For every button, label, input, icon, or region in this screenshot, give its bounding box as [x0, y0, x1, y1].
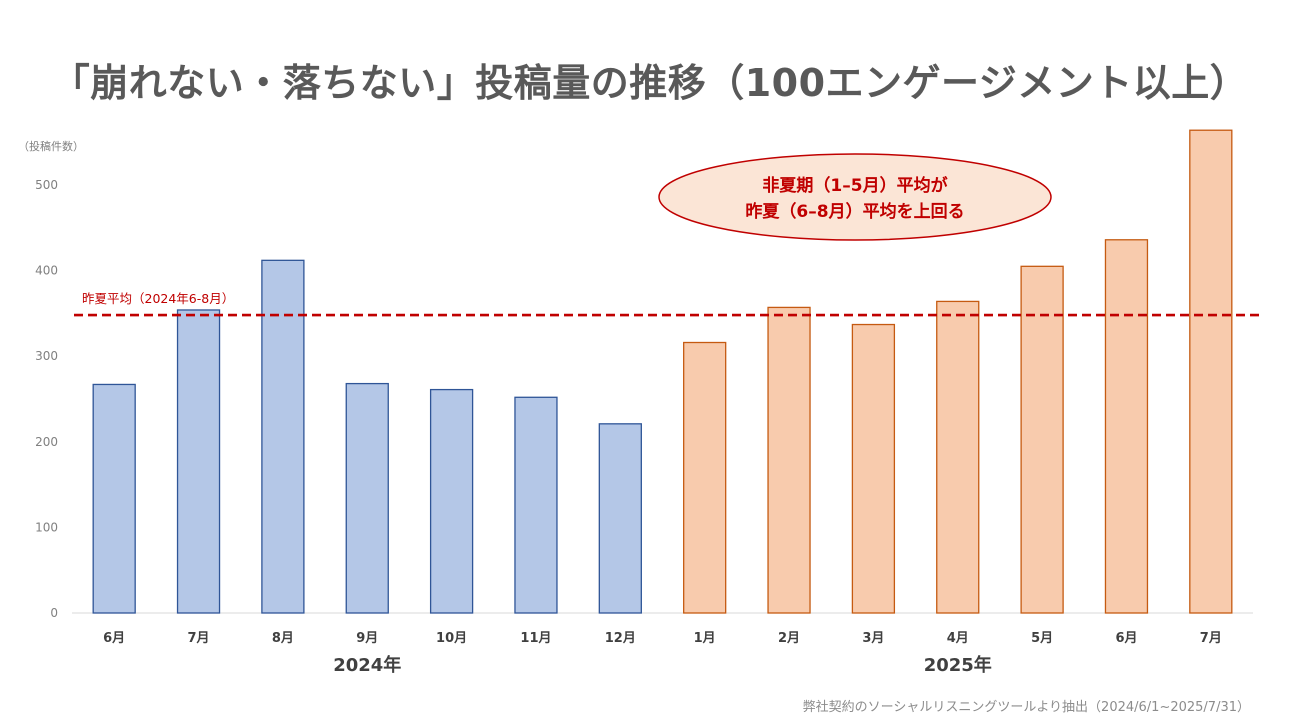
y-tick-label: 0 — [50, 606, 58, 620]
y-tick-label: 400 — [35, 264, 58, 278]
annotation-text: 非夏期（1–5月）平均が — [762, 175, 947, 196]
year-group-label: 2025年 — [924, 654, 992, 676]
x-tick-label: 3月 — [862, 631, 884, 646]
x-tick-label: 10月 — [436, 631, 467, 646]
bar-5月-2025 — [1020, 265, 1064, 614]
bar-11月-2024 — [514, 396, 558, 614]
bar-8月-2024 — [261, 259, 305, 614]
bar-1月-2025 — [683, 341, 727, 614]
bar-9月-2024 — [345, 382, 389, 614]
y-tick-label: 100 — [35, 520, 58, 534]
y-tick-label: 300 — [35, 349, 58, 363]
x-tick-label: 7月 — [1200, 631, 1222, 646]
bar-7月-2024 — [176, 309, 221, 614]
reference-line-label: 昨夏平均（2024年6-8月） — [82, 291, 234, 306]
x-tick-label: 4月 — [947, 631, 969, 646]
bar-12月-2024 — [598, 423, 642, 614]
x-tick-label: 2月 — [778, 631, 800, 646]
x-tick-label: 7月 — [188, 631, 210, 646]
year-group-label: 2024年 — [333, 654, 401, 676]
annotation-callout — [658, 153, 1052, 241]
bar-10月-2024 — [429, 388, 474, 614]
x-tick-label: 11月 — [520, 631, 551, 646]
bar-6月-2024 — [92, 383, 136, 614]
x-tick-label: 6月 — [1115, 631, 1137, 646]
chart-title: 「崩れない・落ちない」投稿量の推移（100エンゲージメント以上） — [51, 61, 1249, 105]
x-tick-label: 9月 — [356, 631, 378, 646]
y-tick-label: 200 — [35, 435, 58, 449]
bar-6月-2025 — [1104, 239, 1149, 614]
x-tick-label: 5月 — [1031, 631, 1053, 646]
x-tick-label: 1月 — [694, 631, 716, 646]
x-tick-label: 12月 — [605, 631, 636, 646]
annotation-text: 昨夏（6–8月）平均を上回る — [745, 201, 964, 222]
source-note: 弊社契約のソーシャルリスニングツールより抽出（2024/6/1~2025/7/3… — [802, 700, 1250, 715]
y-tick-label: 500 — [35, 178, 58, 192]
x-tick-label: 6月 — [103, 631, 125, 646]
y-axis-title: （投稿件数） — [18, 139, 84, 153]
bar-7月-2025 — [1189, 129, 1233, 614]
x-tick-label: 8月 — [272, 631, 294, 646]
bar-4月-2025 — [936, 300, 980, 614]
bar-3月-2025 — [851, 323, 896, 614]
bar-2月-2025 — [767, 306, 811, 614]
